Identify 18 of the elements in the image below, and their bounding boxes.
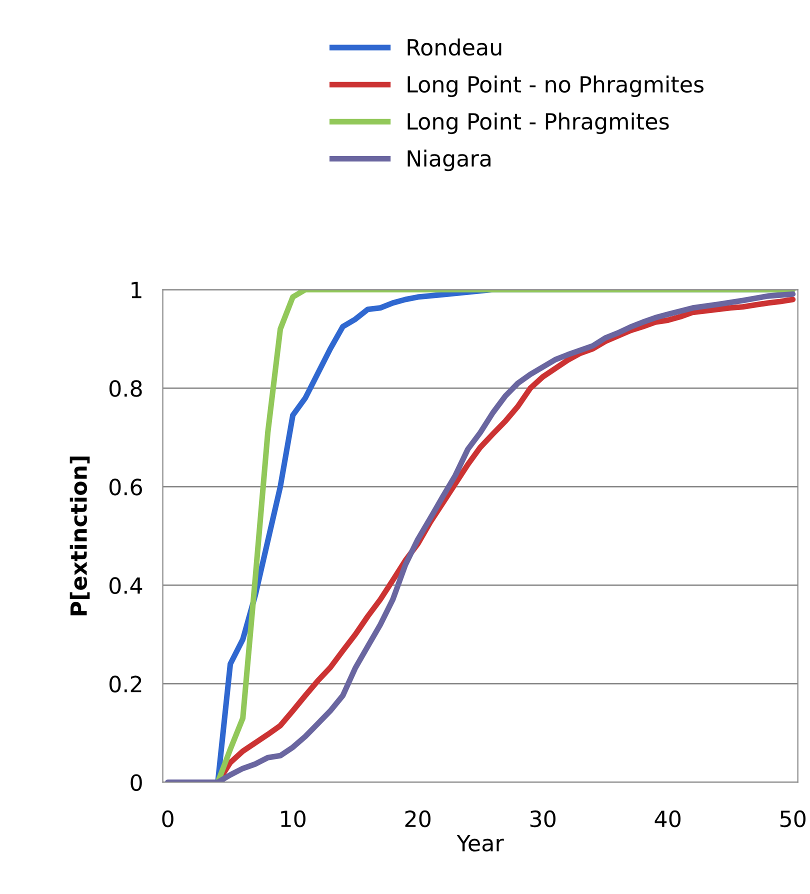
legend-label: Long Point - Phragmites (408, 112, 669, 134)
y-tick-label: 0.6 (109, 478, 142, 496)
x-tick-label: 50 (780, 810, 806, 828)
x-tick-label: 0 (162, 810, 174, 828)
legend-label: Long Point - no Phragmites (408, 76, 704, 98)
x-axis-title: Year (456, 834, 504, 852)
legend-label: Rondeau (408, 38, 502, 56)
x-tick-label: 10 (281, 810, 306, 828)
y-tick-label: 0.2 (109, 676, 142, 692)
y-tick-label: 0.8 (109, 380, 142, 397)
y-axis-title: P[extinction] (70, 456, 90, 616)
x-tick-label: 20 (405, 810, 430, 828)
y-tick-label: 0.4 (109, 577, 142, 594)
y-tick-label: 0 (130, 774, 142, 792)
legend-label: Niagara (408, 150, 490, 172)
x-tick-label: 30 (530, 810, 556, 828)
x-tick-label: 40 (654, 810, 681, 828)
y-tick-label: 1 (132, 282, 142, 298)
